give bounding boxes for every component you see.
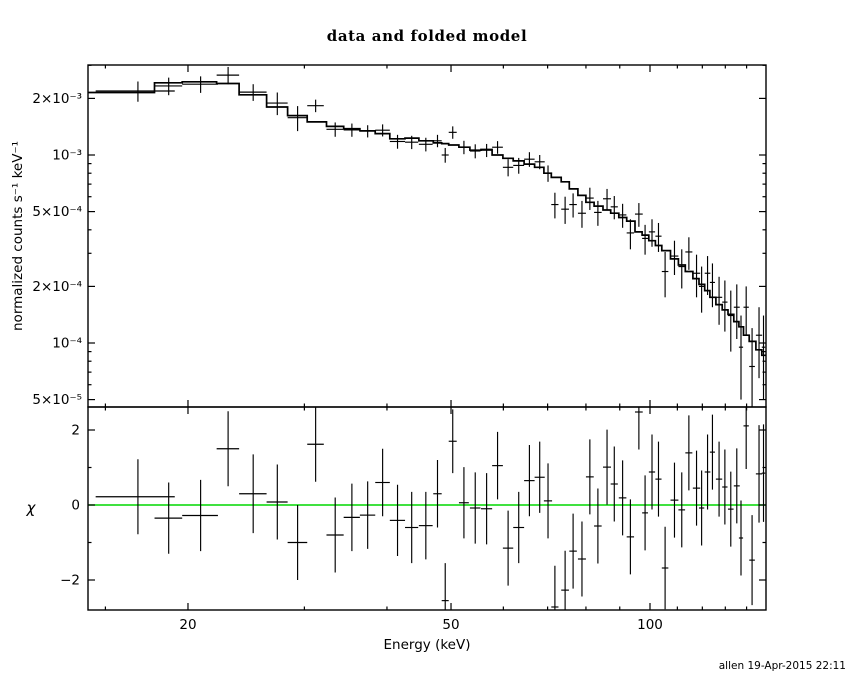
y-tick-label: −2 (60, 573, 80, 589)
model-step-line (88, 80, 766, 357)
x-tick-label: 20 (179, 617, 196, 633)
top-panel-frame (87, 64, 767, 408)
plot-footer-timestamp: allen 19-Apr-2015 22:11 (719, 660, 846, 672)
bottom-panel-frame (87, 406, 767, 611)
chart-generated-content: 20 50 1002×10⁻³10⁻³5×10⁻⁴2×10⁻⁴10⁻⁴5×10⁻⁵2… (32, 64, 766, 633)
chart-title: data and folded model (327, 27, 528, 45)
y-axis-label-chi: χ (26, 499, 37, 517)
y-tick-label: 5×10⁻⁵ (32, 392, 82, 408)
x-axis-label-energy: Energy (keV) (384, 637, 471, 653)
bottom-panel-data-layer (88, 407, 766, 610)
x-tick-label: 50 (442, 617, 459, 633)
top-panel-data-layer (88, 66, 766, 407)
y-tick-label: 2×10⁻³ (32, 91, 82, 107)
y-tick-label: 10⁻³ (52, 148, 82, 164)
y-tick-label: 5×10⁻⁴ (32, 204, 82, 220)
y-tick-label: 2×10⁻⁴ (32, 279, 82, 295)
y-tick-label: 10⁻⁴ (52, 336, 82, 352)
y-tick-label: 2 (71, 423, 80, 439)
y-axis-label-counts: normalized counts s⁻¹ keV⁻¹ (10, 141, 26, 331)
x-tick-label: 100 (637, 617, 663, 633)
y-tick-label: 0 (71, 498, 80, 514)
